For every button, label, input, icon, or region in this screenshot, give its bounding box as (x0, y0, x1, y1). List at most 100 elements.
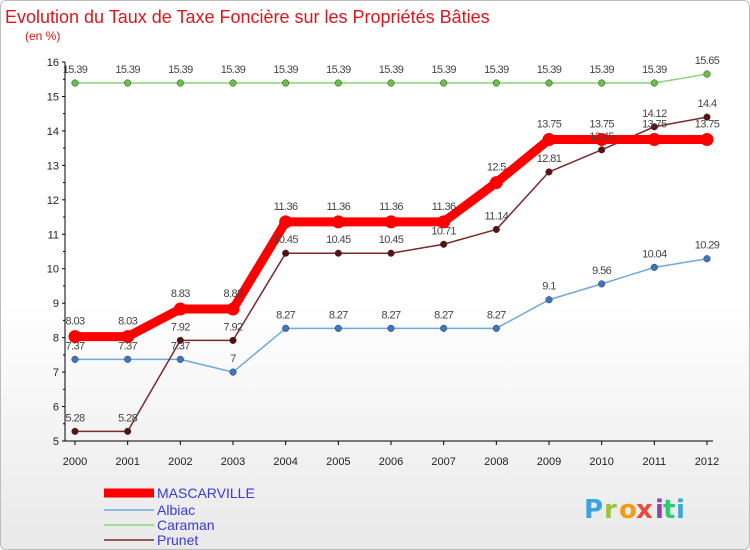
y-tick-label: 6 (53, 402, 59, 414)
data-label-albiac: 10.29 (695, 240, 720, 252)
data-point-albiac (492, 324, 500, 332)
data-label-prunet: 13.45 (589, 131, 614, 143)
data-label-prunet: 5.28 (65, 412, 84, 424)
data-label-prunet: 11.14 (484, 210, 508, 222)
data-point-albiac (334, 324, 342, 332)
data-label-prunet: 14.12 (642, 108, 667, 120)
data-label-caraman: 15.39 (115, 64, 140, 76)
data-point-prunet (334, 249, 342, 257)
data-label-albiac: 7 (230, 353, 236, 365)
data-point-prunet (124, 427, 132, 435)
legend-label-caraman: Caraman (157, 517, 215, 533)
data-point-albiac (71, 355, 79, 363)
data-point-albiac (176, 355, 184, 363)
x-tick-label: 2008 (484, 456, 508, 468)
data-point-prunet (229, 336, 237, 344)
data-point-mascarville (437, 215, 451, 229)
data-point-caraman (650, 79, 658, 87)
data-label-caraman: 15.39 (168, 64, 193, 76)
data-point-mascarville (173, 302, 187, 316)
y-tick-label: 5 (53, 436, 59, 448)
data-point-prunet (71, 427, 79, 435)
data-point-mascarville (121, 330, 135, 344)
data-label-caraman: 15.65 (695, 55, 720, 67)
x-tick-label: 2004 (273, 456, 297, 468)
y-tick-label: 14 (47, 126, 59, 138)
data-label-prunet: 10.45 (379, 234, 404, 246)
logo-letter: i (676, 495, 685, 525)
data-label-albiac: 7.37 (65, 340, 84, 352)
data-point-mascarville (700, 133, 714, 147)
data-point-albiac (545, 296, 553, 304)
data-label-albiac: 9.56 (592, 265, 611, 277)
x-tick-label: 2005 (326, 456, 350, 468)
data-label-mascarville: 11.36 (379, 201, 403, 213)
data-point-caraman (598, 79, 606, 87)
data-label-albiac: 8.27 (381, 309, 400, 321)
legend-label-albiac: Albiac (157, 502, 195, 518)
data-point-prunet (387, 249, 395, 257)
data-label-albiac: 9.1 (542, 281, 556, 293)
data-label-albiac: 7.37 (171, 340, 190, 352)
data-label-mascarville: 13.75 (537, 119, 562, 131)
data-point-prunet (492, 225, 500, 233)
data-label-prunet: 7.92 (223, 321, 242, 333)
x-tick-label: 2000 (63, 456, 87, 468)
chart-subtitle: (en %) (25, 29, 60, 43)
y-tick-label: 13 (47, 160, 59, 172)
data-label-prunet: 10.45 (273, 234, 298, 246)
data-point-caraman (334, 79, 342, 87)
data-label-albiac: 7.37 (118, 340, 137, 352)
data-point-caraman (387, 79, 395, 87)
data-label-mascarville: 11.36 (326, 201, 350, 213)
data-point-prunet (545, 168, 553, 176)
data-label-mascarville: 8.03 (65, 316, 84, 328)
legend-label-prunet: Prunet (157, 532, 198, 548)
data-point-mascarville (384, 215, 398, 229)
data-label-caraman: 15.39 (63, 64, 88, 76)
data-point-prunet (282, 249, 290, 257)
x-tick-label: 2010 (589, 456, 613, 468)
data-point-prunet (650, 123, 658, 131)
legend-label-mascarville: MASCARVILLE (157, 485, 255, 501)
x-tick-label: 2009 (537, 456, 561, 468)
y-tick-label: 9 (53, 298, 59, 310)
data-point-mascarville (647, 133, 661, 147)
data-point-mascarville (279, 215, 293, 229)
data-point-caraman (545, 79, 553, 87)
logo-letter: o (619, 495, 637, 525)
data-point-caraman (282, 79, 290, 87)
data-point-albiac (282, 324, 290, 332)
data-label-prunet: 10.71 (431, 225, 456, 237)
data-point-albiac (440, 324, 448, 332)
data-point-mascarville (595, 133, 609, 147)
data-label-mascarville: 8.83 (171, 288, 190, 300)
data-label-caraman: 15.39 (537, 64, 562, 76)
x-tick-label: 2002 (168, 456, 192, 468)
x-tick-label: 2007 (431, 456, 455, 468)
data-label-prunet: 10.45 (326, 234, 351, 246)
x-tick-label: 2011 (643, 456, 667, 468)
data-point-mascarville (226, 302, 240, 316)
data-point-prunet (176, 336, 184, 344)
series-layer (68, 70, 714, 435)
x-tick-label: 2001 (115, 456, 139, 468)
data-point-prunet (440, 240, 448, 248)
y-tick-label: 10 (47, 264, 59, 276)
data-label-prunet: 14.4 (697, 98, 716, 110)
data-label-caraman: 15.39 (379, 64, 404, 76)
data-labels-layer: 8.03 8.03 8.83 8.83 11.36 11.36 11.36 11.36 12.5… (63, 55, 721, 424)
data-label-caraman: 15.39 (484, 64, 509, 76)
data-label-caraman: 15.39 (273, 64, 298, 76)
data-label-mascarville: 13.75 (589, 119, 614, 131)
x-tick-label: 2006 (379, 456, 403, 468)
data-point-prunet (703, 113, 711, 121)
data-label-caraman: 15.39 (326, 64, 351, 76)
data-point-albiac (387, 324, 395, 332)
y-tick-label: 15 (47, 91, 59, 103)
data-point-caraman (703, 70, 711, 78)
data-point-mascarville (542, 133, 556, 147)
data-point-albiac (703, 255, 711, 263)
